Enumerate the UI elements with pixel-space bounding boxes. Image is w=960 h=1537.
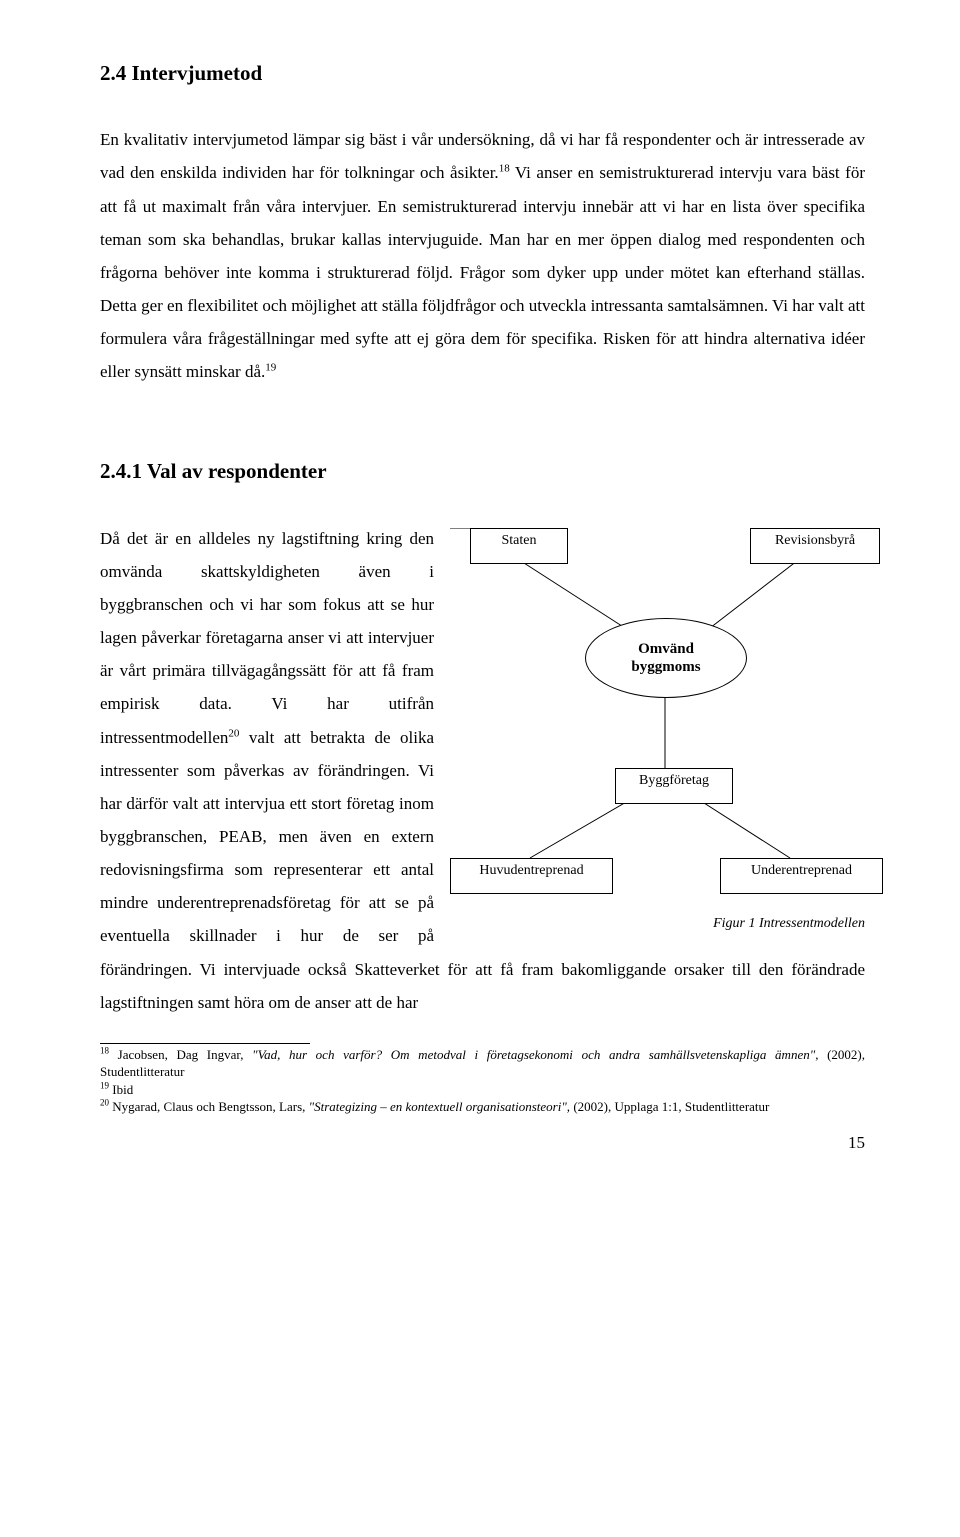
page-number: 15 <box>100 1126 865 1159</box>
node-label: Huvudentreprenad <box>479 863 583 878</box>
node-label: Revisionsbyrå <box>775 533 855 548</box>
footnote-19: 19 Ibid <box>100 1081 865 1099</box>
fn-text: Ibid <box>109 1082 133 1097</box>
footnote-ref-19: 19 <box>265 362 276 374</box>
fn-num: 18 <box>100 1046 109 1056</box>
para1-b: Vi anser en semistrukturerad intervju va… <box>100 163 865 381</box>
footnote-18: 18 Jacobsen, Dag Ingvar, "Vad, hur och v… <box>100 1046 865 1081</box>
fn-num: 20 <box>100 1098 109 1108</box>
para2-a: Då det är en alldeles ny lagstiftning kr… <box>100 529 434 747</box>
figure-caption: Figur 1 Intressentmodellen <box>713 910 865 937</box>
fn-text: Nygarad, Claus och Bengtsson, Lars, <box>109 1099 309 1114</box>
paragraph-1: En kvalitativ intervjumetod lämpar sig b… <box>100 123 865 388</box>
node-center: Omvändbyggmoms <box>585 618 747 698</box>
footnote-20: 20 Nygarad, Claus och Bengtsson, Lars, "… <box>100 1098 865 1116</box>
fn-title: "Strategizing – en kontextuell organisat… <box>309 1099 570 1114</box>
node-under: Underentreprenad <box>720 858 883 894</box>
subsection-heading: 2.4.1 Val av respondenter <box>100 458 865 485</box>
footnote-ref-20: 20 <box>228 727 239 739</box>
fn-num: 19 <box>100 1081 109 1091</box>
fn-text: Jacobsen, Dag Ingvar, <box>109 1047 252 1062</box>
fn-text: (2002), Upplaga 1:1, Studentlitteratur <box>570 1099 769 1114</box>
node-bygg: Byggföretag <box>615 768 733 804</box>
section-heading: 2.4 Intervjumetod <box>100 60 865 87</box>
node-huvud: Huvudentreprenad <box>450 858 613 894</box>
wrap-area: Staten Revisionsbyrå Omvändbyggmoms Bygg… <box>100 522 865 1019</box>
diagram-intressentmodellen: Staten Revisionsbyrå Omvändbyggmoms Bygg… <box>450 528 865 938</box>
node-label: Staten <box>502 533 537 548</box>
footnote-ref-18: 18 <box>499 163 510 175</box>
node-revision: Revisionsbyrå <box>750 528 880 564</box>
node-label: Underentreprenad <box>751 863 852 878</box>
node-label: Byggföretag <box>639 773 709 788</box>
node-label: Omvändbyggmoms <box>631 640 700 676</box>
footnotes: 18 Jacobsen, Dag Ingvar, "Vad, hur och v… <box>100 1046 865 1116</box>
node-staten: Staten <box>470 528 568 564</box>
fn-title: "Vad, hur och varför? Om metodval i före… <box>252 1047 815 1062</box>
